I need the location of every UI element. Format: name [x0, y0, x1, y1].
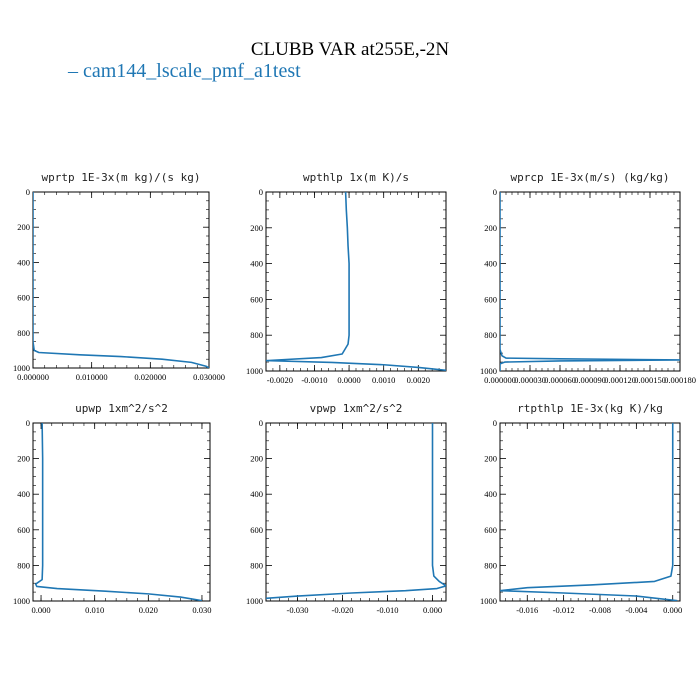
- axes-frame: [265, 422, 447, 602]
- x-tick-label: -0.030: [287, 605, 309, 615]
- x-tick-label: -0.008: [589, 605, 611, 615]
- x-tick-label: 0.0000: [337, 375, 360, 385]
- chart-grid: wprtp 1E-3x(m kg)/(s kg) 0 200 400 600 800 100…: [13, 171, 696, 615]
- x-tick-label: 0.020: [139, 605, 158, 615]
- y-tick-label: 0: [259, 418, 263, 428]
- y-tick-label: 200: [484, 454, 497, 464]
- legend: – cam144_lscale_pmf_a1test: [67, 60, 301, 82]
- y-tick-label: 600: [17, 525, 30, 535]
- y-tick-label: 1000: [13, 596, 30, 606]
- y-tick-label: 200: [250, 223, 263, 233]
- x-tick-label: 0.010: [85, 605, 104, 615]
- y-tick-label: 600: [250, 525, 263, 535]
- subplot-2: wpthlp 1x(m K)/s 0 200 400 600 800 1000 -0.0020…: [246, 171, 447, 385]
- x-tick-label: 0.000120: [604, 375, 636, 385]
- x-tick-label: 0.000090: [574, 375, 606, 385]
- y-tick-label: 600: [484, 525, 497, 535]
- x-tick-label: 0.000030: [514, 375, 546, 385]
- subplot-title: upwp 1xm^2/s^2: [75, 402, 168, 415]
- x-tick-label: 0.010000: [76, 372, 108, 382]
- y-tick-label: 800: [17, 328, 30, 338]
- y-tick-label: 400: [17, 489, 30, 499]
- y-tick-label: 800: [17, 560, 30, 570]
- x-tick-label: -0.020: [332, 605, 354, 615]
- x-tick-label: -0.012: [553, 605, 575, 615]
- series-line: [266, 192, 446, 371]
- x-tick-label: 0.000180: [664, 375, 696, 385]
- series-line: [500, 192, 680, 371]
- x-tick-label: 0.000000: [484, 375, 516, 385]
- x-tick-label: 0.020000: [134, 372, 166, 382]
- subplot-title: vpwp 1xm^2/s^2: [310, 402, 403, 415]
- y-tick-label: 0: [26, 187, 30, 197]
- y-tick-label: 0: [493, 187, 497, 197]
- y-tick-label: 1000: [480, 596, 497, 606]
- subplot-title: wpthlp 1x(m K)/s: [303, 171, 409, 184]
- legend-label: – cam144_lscale_pmf_a1test: [67, 60, 301, 82]
- subplot-4: upwp 1xm^2/s^2 0 200 400 600 800 10000.000 0.01…: [13, 402, 212, 615]
- axes-frame: [265, 191, 447, 372]
- subplot-5: vpwp 1xm^2/s^2 0 200 400 600 800 1000 -0.030 -0.…: [246, 402, 447, 615]
- y-tick-label: 1000: [246, 596, 263, 606]
- x-tick-label: 0.000: [423, 605, 442, 615]
- y-tick-label: 1000: [13, 363, 30, 373]
- axes-frame: [32, 191, 210, 369]
- subplot-6: rtpthlp 1E-3x(kg K)/kg 0 200 400 600 800 1000 -…: [480, 402, 682, 615]
- y-tick-label: 800: [484, 560, 497, 570]
- y-tick-label: 200: [484, 223, 497, 233]
- series-line: [33, 192, 209, 368]
- y-tick-label: 0: [26, 418, 30, 428]
- y-tick-label: 800: [484, 330, 497, 340]
- series-line: [34, 423, 203, 601]
- y-tick-label: 800: [250, 330, 263, 340]
- y-tick-label: 200: [17, 222, 30, 232]
- y-tick-label: 800: [250, 560, 263, 570]
- x-tick-label: 0.000150: [634, 375, 666, 385]
- x-tick-label: -0.010: [377, 605, 399, 615]
- y-tick-label: 200: [17, 454, 30, 464]
- x-tick-label: 0.000: [31, 605, 50, 615]
- y-tick-label: 0: [259, 187, 263, 197]
- x-tick-label: -0.004: [625, 605, 648, 615]
- axes-frame: [499, 422, 681, 602]
- x-tick-label: 0.030: [192, 605, 211, 615]
- y-tick-label: 1000: [480, 366, 497, 376]
- y-tick-label: 200: [250, 454, 263, 464]
- x-tick-label: 0.000000: [17, 372, 49, 382]
- y-tick-label: 1000: [246, 366, 263, 376]
- subplot-title: rtpthlp 1E-3x(kg K)/kg: [517, 402, 663, 415]
- series-line: [500, 423, 678, 601]
- y-tick-label: 400: [484, 489, 497, 499]
- y-tick-label: 0: [493, 418, 497, 428]
- y-tick-label: 400: [250, 489, 263, 499]
- y-tick-label: 600: [17, 293, 30, 303]
- subplot-title: wprtp 1E-3x(m kg)/(s kg): [42, 171, 201, 184]
- x-tick-label: -0.016: [516, 605, 538, 615]
- x-tick-label: 0.030000: [193, 372, 225, 382]
- x-tick-label: 0.000060: [544, 375, 576, 385]
- y-tick-label: 400: [17, 257, 30, 267]
- axes-frame: [499, 191, 681, 372]
- figure-title: CLUBB VAR at255E,-2N: [251, 39, 450, 60]
- y-tick-label: 600: [250, 294, 263, 304]
- x-tick-label: 0.0020: [407, 375, 430, 385]
- y-tick-label: 600: [484, 294, 497, 304]
- x-tick-label: 0.000: [663, 605, 682, 615]
- subplot-3: wprcp 1E-3x(m/s) (kg/kg) 0 200 400 600 800 100…: [480, 171, 696, 385]
- series-line: [266, 423, 446, 600]
- x-tick-label: 0.0010: [372, 375, 395, 385]
- x-tick-label: -0.0010: [301, 375, 327, 385]
- subplot-1: wprtp 1E-3x(m kg)/(s kg) 0 200 400 600 800 100…: [13, 171, 225, 382]
- x-tick-label: -0.0020: [267, 375, 293, 385]
- axes-frame: [32, 422, 211, 602]
- subplot-title: wprcp 1E-3x(m/s) (kg/kg): [511, 171, 670, 184]
- y-tick-label: 400: [250, 259, 263, 269]
- y-tick-label: 400: [484, 259, 497, 269]
